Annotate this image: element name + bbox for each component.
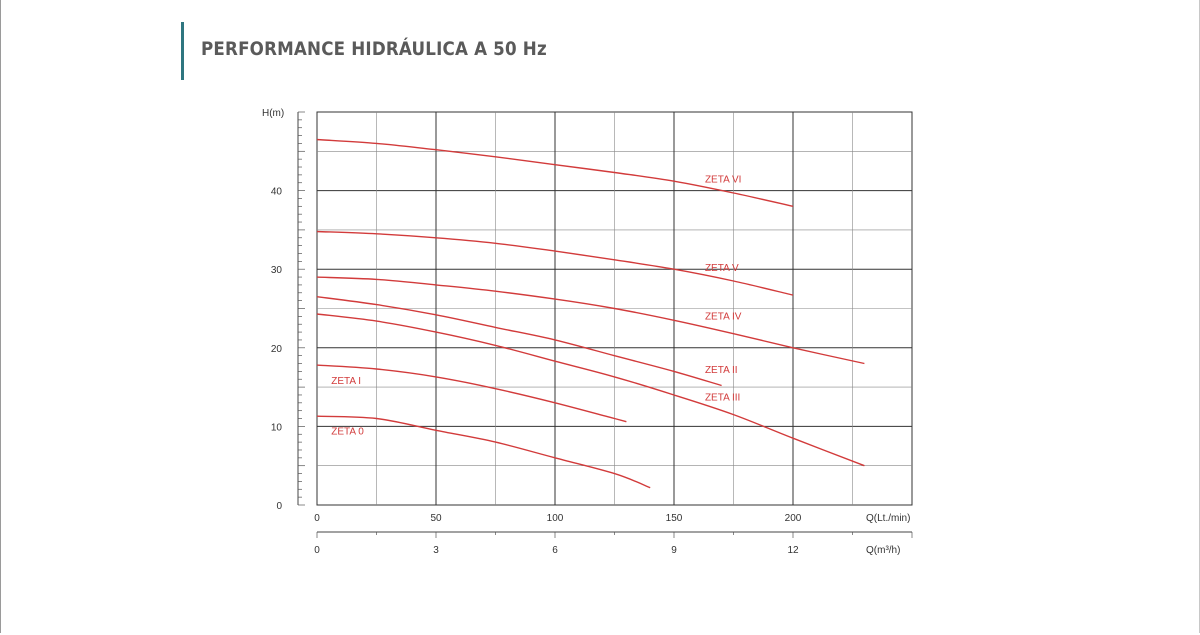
series-line-0 [316, 415, 651, 489]
series-line-1 [316, 364, 627, 423]
x-tick-label: 0 [314, 513, 320, 524]
x2-tick-label: 9 [671, 545, 677, 556]
axes: 0 10 20 30 40 H(m) 0 50 100 150 200 Q(Lt./min) 0 3 6 9 1… [262, 108, 913, 556]
x2-tick-label: 3 [433, 545, 439, 556]
series-line-3 [316, 313, 865, 467]
series-label: ZETA II [705, 365, 738, 376]
series-line-2 [316, 296, 722, 387]
y-axis-title: H(m) [262, 108, 284, 119]
x2-tick-label: 6 [552, 545, 558, 556]
x-tick-label: 150 [666, 513, 683, 524]
x-axis-title: Q(Lt./min) [866, 513, 910, 524]
y-tick-label: 20 [271, 344, 283, 355]
series [316, 138, 865, 489]
x-tick-label: 100 [547, 513, 564, 524]
x2-tick-label: 0 [314, 545, 320, 556]
labels: ZETA 0 ZETA I ZETA II ZETA III ZETA IV ZETA V… [331, 175, 741, 438]
y-tick-label: 0 [276, 501, 282, 512]
series-label: ZETA III [705, 392, 740, 403]
series-label: ZETA VI [705, 175, 742, 186]
series-line-4 [316, 276, 865, 365]
y-tick-label: 30 [271, 265, 283, 276]
x2-tick-label: 12 [787, 545, 799, 556]
series-line-6 [316, 138, 794, 207]
y-tick-label: 40 [271, 187, 283, 198]
y-tick-label: 10 [271, 422, 283, 433]
title-accent-bar [181, 22, 184, 80]
series-label: ZETA I [331, 376, 361, 387]
series-label: ZETA 0 [331, 426, 364, 437]
x2-axis-title: Q(m³/h) [866, 545, 900, 556]
page-title: PERFORMANCE HIDRÁULICA A 50 Hz [201, 38, 547, 60]
series-label: ZETA V [705, 263, 739, 274]
x-tick-label: 50 [430, 513, 442, 524]
series-line-5 [316, 230, 794, 296]
series-label: ZETA IV [705, 312, 742, 323]
x-tick-label: 200 [785, 513, 802, 524]
